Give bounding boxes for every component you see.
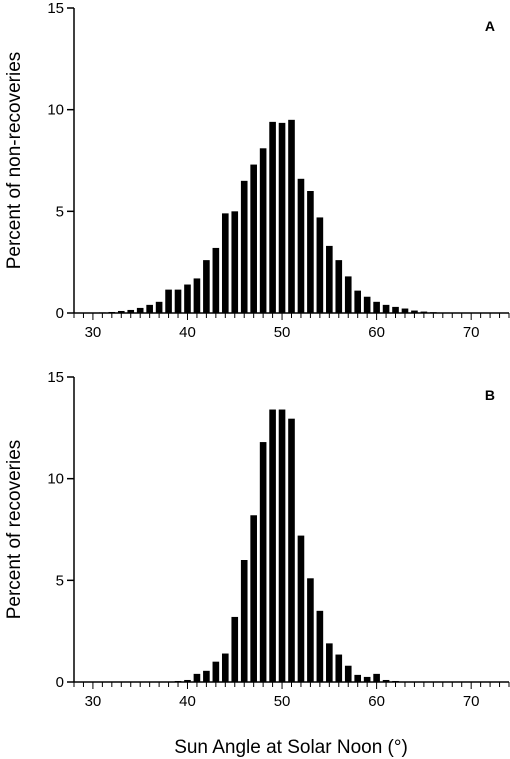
bar [127,309,135,313]
bar [411,310,418,313]
bar [307,578,314,682]
y-tick-label: 5 [56,572,64,589]
x-tick-label: 70 [463,693,480,710]
panel-a: 0 5 10 15 30 40 50 60 70 A Percent of non-recoveri… [4,0,510,341]
y-tick-label: 5 [56,203,64,220]
bar [240,560,248,682]
y-tick-label: 10 [47,102,64,119]
bar [259,148,267,313]
bar [269,121,276,314]
bar [221,213,229,313]
bar [373,673,380,682]
x-axis-label: Sun Angle at Solar Noon (°) [174,737,408,758]
bar [174,289,182,313]
bar [297,535,305,682]
x-tick-label: 30 [85,693,102,710]
bar [203,670,210,682]
bar [240,180,248,313]
bar [117,310,125,313]
bar [231,616,239,682]
bar [335,260,343,313]
bar [316,610,324,682]
panel-label: B [485,387,495,403]
bar [363,676,371,682]
bar [278,122,286,313]
bar [250,164,257,313]
bar [316,217,324,313]
bar [326,245,333,313]
bar [382,679,390,682]
y-tick-label: 0 [56,674,64,691]
bar [136,307,144,313]
bar [354,290,362,313]
bar [269,409,276,682]
bar [231,211,239,313]
bar [401,308,409,313]
bar [203,260,210,313]
bar [184,679,191,682]
bar [373,301,380,313]
bar [363,296,371,313]
bar [184,284,191,313]
y-axis-label: Percent of recoveries [4,440,25,620]
bar [155,301,163,313]
bar [278,409,286,682]
x-tick-label: 50 [274,693,291,710]
bar [382,304,390,313]
bar [259,442,267,682]
y-tick-label: 0 [56,305,64,322]
bar [392,306,399,313]
bar [146,304,153,313]
bar [326,643,333,682]
x-tick-label: 50 [274,324,291,341]
bar [193,673,201,682]
bar [344,665,352,682]
bar [344,276,352,313]
bar [165,289,172,313]
y-axis-label: Percent of non-recoveries [4,52,25,270]
bar [288,119,295,313]
panel-b: 0 5 10 15 30 40 50 60 70 B Percent of recoveries [4,369,510,710]
x-tick-label: 60 [368,693,385,710]
bar [212,247,220,313]
y-tick-label: 15 [47,369,64,386]
bar [335,654,343,682]
bar [212,661,220,682]
bar [297,178,305,313]
x-tick-label: 40 [179,324,196,341]
y-tick-label: 15 [47,0,64,17]
x-tick-label: 60 [368,324,385,341]
bar [307,191,314,313]
bar [250,515,257,682]
bar [354,674,362,682]
x-tick-label: 70 [463,324,480,341]
panel-label: A [485,18,495,34]
y-tick-label: 10 [47,471,64,488]
bar [288,418,295,682]
x-tick-label: 40 [179,693,196,710]
x-tick-label: 30 [85,324,102,341]
bar [193,278,201,313]
bar [221,653,229,682]
